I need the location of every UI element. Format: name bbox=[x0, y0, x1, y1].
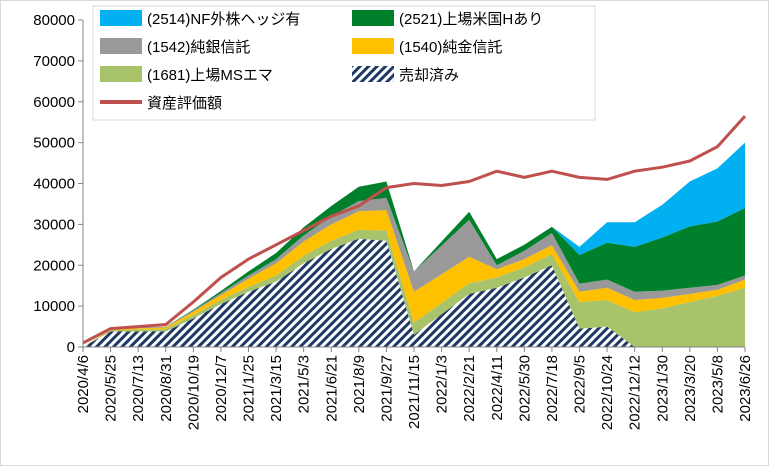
area-series-3 bbox=[83, 197, 745, 347]
y-tick-label: 80000 bbox=[33, 12, 75, 29]
x-tick-label: 2023/5/8 bbox=[709, 355, 726, 413]
area-layers bbox=[83, 142, 745, 347]
legend-label: (2514)NF外株ヘッジ有 bbox=[147, 11, 300, 28]
x-tick-label: 2022/12/12 bbox=[627, 355, 644, 430]
line-layer bbox=[82, 115, 747, 345]
x-tick-label: 2023/3/20 bbox=[682, 355, 699, 422]
x-tick-label: 2020/5/25 bbox=[103, 355, 120, 422]
x-tick-label: 2021/8/9 bbox=[351, 355, 368, 413]
x-tick-label: 2022/1/3 bbox=[434, 355, 451, 413]
legend-box bbox=[92, 5, 596, 121]
x-tick-label: 2021/11/15 bbox=[406, 355, 423, 429]
line-series-asset-value bbox=[82, 115, 747, 345]
x-tick-label: 2021/1/25 bbox=[241, 355, 258, 422]
x-tick-label: 2022/7/18 bbox=[544, 355, 561, 422]
x-tick-label: 2020/12/7 bbox=[213, 355, 230, 422]
y-tick-label: 30000 bbox=[33, 216, 75, 233]
y-tick-label: 70000 bbox=[33, 53, 75, 70]
x-tick-label: 2021/5/3 bbox=[296, 355, 313, 413]
y-tick-label: 50000 bbox=[33, 135, 75, 152]
x-tick-label: 2022/5/30 bbox=[516, 355, 533, 422]
legend-swatch-4 bbox=[100, 66, 142, 82]
x-tick-label: 2022/4/11 bbox=[489, 355, 506, 421]
legend-swatch-2 bbox=[100, 38, 142, 54]
x-tick-label: 2021/6/21 bbox=[323, 355, 340, 422]
legend-label: (2521)上場米国Hあり bbox=[399, 11, 543, 28]
legend-swatch-0 bbox=[100, 10, 142, 26]
legend-label: 売却済み bbox=[399, 67, 459, 84]
legend-label: (1540)純金信託 bbox=[399, 39, 502, 56]
legend-swatch-1 bbox=[352, 10, 394, 26]
x-tick-label: 2020/10/19 bbox=[185, 355, 202, 430]
legend-label: (1542)純銀信託 bbox=[147, 39, 250, 56]
y-axis-ticks: 0 10000 20000 30000 40000 50000 60000 70000 8000… bbox=[33, 12, 83, 356]
legend-swatch-5 bbox=[352, 66, 394, 82]
legend: (2514)NF外株ヘッジ有 (2521)上場米国Hあり (1542)純銀信託 (15… bbox=[92, 5, 596, 121]
x-tick-label: 2022/2/21 bbox=[461, 355, 478, 422]
y-tick-label: 0 bbox=[67, 339, 75, 356]
legend-label: (1681)上場MSエマ bbox=[147, 67, 273, 84]
x-tick-label: 2022/9/5 bbox=[572, 355, 589, 413]
legend-label: 資産評価額 bbox=[147, 95, 222, 112]
area-series-1 bbox=[83, 229, 745, 347]
area-series-0 bbox=[83, 238, 745, 347]
x-tick-label: 2021/9/27 bbox=[378, 355, 395, 422]
x-tick-label: 2020/7/13 bbox=[130, 355, 147, 422]
y-tick-label: 20000 bbox=[33, 257, 75, 274]
area-series-2 bbox=[83, 210, 745, 347]
legend-swatch-3 bbox=[352, 38, 394, 54]
y-tick-label: 10000 bbox=[33, 298, 75, 315]
x-tick-label: 2023/1/30 bbox=[654, 355, 671, 422]
x-tick-label: 2022/10/24 bbox=[599, 355, 616, 430]
x-tick-label: 2020/8/31 bbox=[158, 355, 175, 422]
x-tick-label: 2020/4/6 bbox=[75, 355, 92, 413]
x-tick-label: 2021/3/15 bbox=[268, 355, 285, 422]
x-axis-ticks: 2020/4/6 2020/5/25 2020/7/13 2020/8/31 2020/… bbox=[75, 347, 754, 430]
y-tick-label: 60000 bbox=[33, 94, 75, 111]
y-tick-label: 40000 bbox=[33, 176, 75, 193]
area-series-4 bbox=[83, 181, 745, 347]
x-tick-label: 2023/6/26 bbox=[737, 355, 754, 422]
